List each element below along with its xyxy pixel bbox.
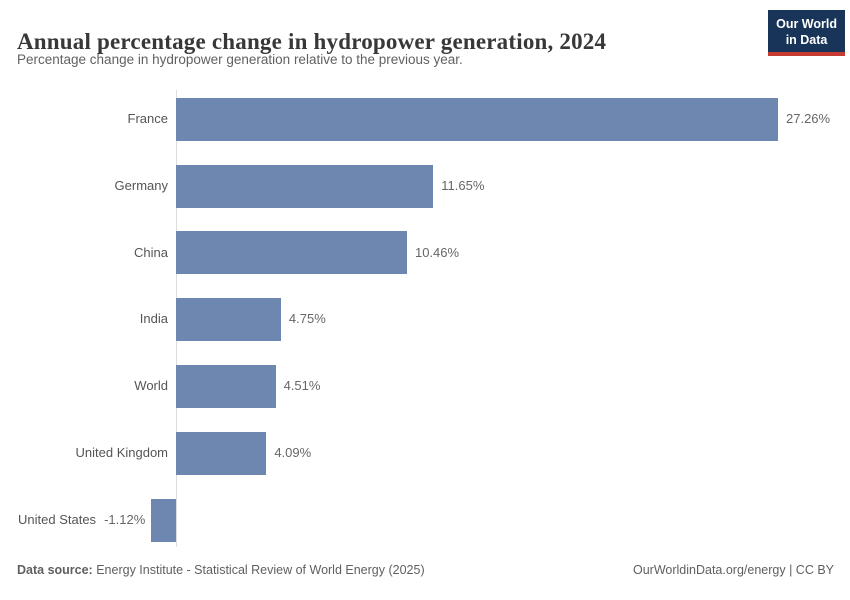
category-label-united-kingdom[interactable]: United Kingdom — [75, 445, 169, 460]
bar-india[interactable] — [176, 298, 281, 342]
category-label-germany[interactable]: Germany — [114, 177, 168, 193]
value-label-china: 10.46% — [414, 244, 460, 260]
value-label-france: 27.26% — [786, 111, 831, 126]
bar-world[interactable] — [176, 365, 276, 409]
bar-united-kingdom[interactable] — [176, 431, 267, 475]
data-source-note: Data source: Energy Institute - Statisti… — [17, 563, 425, 577]
bar-china[interactable] — [176, 231, 407, 275]
data-source-text: Energy Institute - Statistical Review of… — [96, 563, 425, 577]
bar-row-china: China 10.46% — [0, 220, 850, 287]
data-source-label: Data source: — [17, 563, 93, 577]
chart-subtitle: Percentage change in hydropower generati… — [17, 52, 463, 67]
owid-logo: Our World in Data — [768, 10, 845, 56]
bar-chart-plot-area: France 27.26% Germany 11.65% China 10.46% Indi… — [0, 86, 850, 555]
bar-row-france: France 27.26% — [0, 86, 850, 153]
bar-row-india: India 4.75% — [0, 286, 850, 353]
category-label-india[interactable]: India — [139, 311, 168, 327]
value-label-india: 4.75% — [288, 311, 326, 327]
category-label-china[interactable]: China — [134, 244, 168, 260]
bar-united-states[interactable] — [151, 498, 176, 542]
category-label-united-states[interactable]: United States — [18, 511, 97, 527]
bar-row-world: World 4.51% — [0, 353, 850, 420]
category-label-world[interactable]: World — [134, 378, 168, 394]
value-label-united-states: -1.12% — [104, 511, 146, 527]
chart-title: Annual percentage change in hydropower g… — [17, 29, 607, 55]
value-label-united-kingdom: 4.09% — [274, 445, 312, 460]
bar-row-united-kingdom: United Kingdom 4.09% — [0, 420, 850, 487]
owid-logo-line1: Our World — [776, 17, 837, 31]
attribution-link[interactable]: OurWorldinData.org/energy | CC BY — [632, 563, 834, 577]
value-label-germany: 11.65% — [441, 177, 485, 193]
negative-label-group-united-states: United States -1.12% — [0, 487, 145, 554]
bar-germany[interactable] — [176, 164, 434, 208]
owid-logo-line2: in Data — [785, 33, 828, 47]
bar-row-united-states: United States -1.12% — [0, 487, 850, 554]
bar-row-germany: Germany 11.65% — [0, 153, 850, 220]
chart-footer: Data source: Energy Institute - Statisti… — [17, 563, 834, 577]
value-label-world: 4.51% — [283, 378, 321, 394]
category-label-france[interactable]: France — [127, 111, 168, 126]
bar-france[interactable] — [176, 97, 778, 141]
